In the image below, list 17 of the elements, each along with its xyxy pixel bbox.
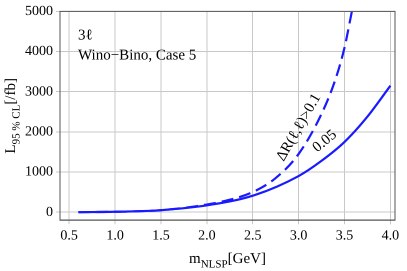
x-tick-label: 2.0 xyxy=(198,228,216,244)
y-axis-title: L95 % CL[/fb] xyxy=(3,78,22,154)
x-tick-label: 0.5 xyxy=(60,228,78,244)
x-tick-label: 4.0 xyxy=(382,228,400,244)
y-tick-label: 5000 xyxy=(25,4,53,20)
y-tick-label: 0 xyxy=(46,204,53,220)
x-tick-label: 3.5 xyxy=(336,228,354,244)
x-tick-label: 1.0 xyxy=(106,228,124,244)
y-tick-label: 1000 xyxy=(25,164,53,180)
annotation: 3ℓ xyxy=(78,27,93,44)
y-tick-label: 4000 xyxy=(25,44,53,60)
x-tick-label: 2.5 xyxy=(244,228,262,244)
x-tick-label: 1.5 xyxy=(152,228,170,244)
annotation: Wino−Bino, Case 5 xyxy=(78,47,196,64)
y-tick-label: 3000 xyxy=(25,84,53,100)
y-tick-label: 2000 xyxy=(25,124,53,140)
x-tick-label: 3.0 xyxy=(290,228,308,244)
